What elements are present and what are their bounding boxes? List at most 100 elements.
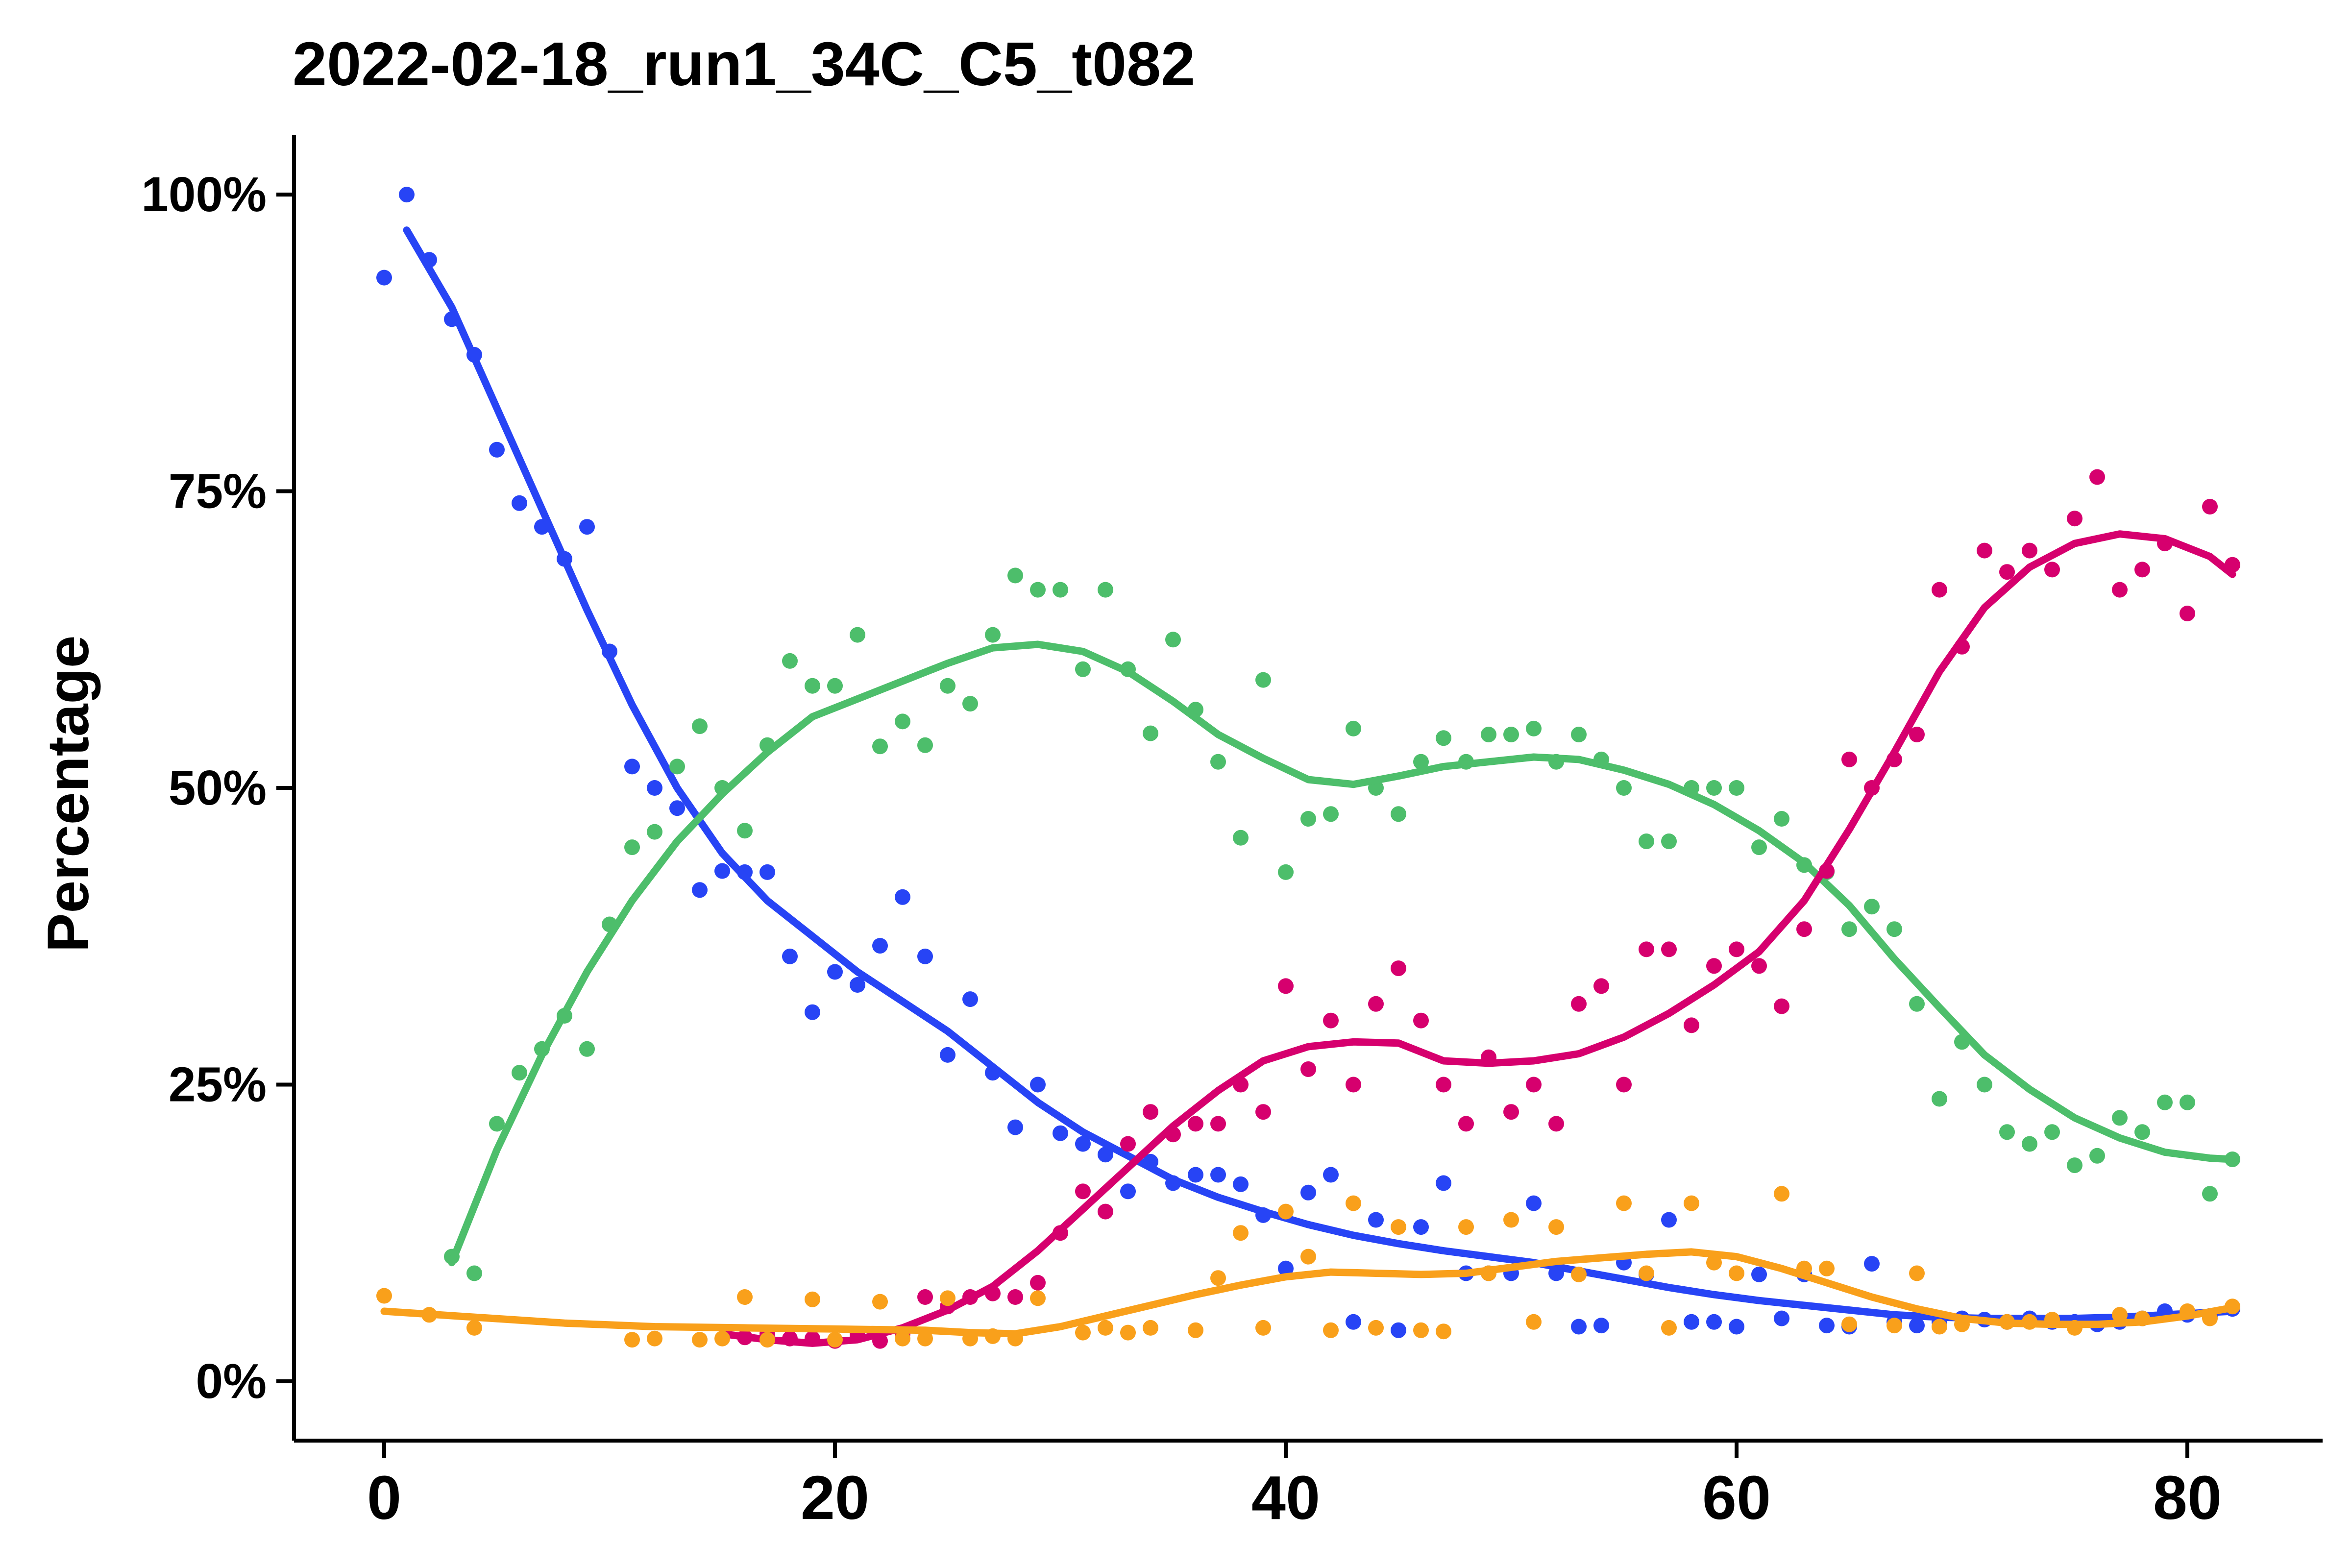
data-point [1458,1116,1474,1132]
data-point [1841,751,1857,767]
data-point [2157,1094,2173,1110]
data-point [1098,1320,1113,1336]
x-tick-label: 0 [367,1463,401,1532]
series-1 [444,567,2240,1281]
y-tick-label: 75% [169,464,267,519]
x-tick-label: 40 [1251,1463,1320,1532]
data-point [1233,1225,1249,1241]
data-point [1007,1289,1023,1305]
data-point [1120,1183,1136,1200]
data-point [1098,1203,1113,1220]
data-point [1413,1012,1429,1029]
series-2 [718,469,2240,1349]
data-point [1661,941,1677,957]
data-point [872,938,888,954]
y-tick-label: 50% [169,760,267,815]
data-point [850,627,865,643]
data-point [1300,1249,1316,1265]
y-tick-label: 0% [196,1354,267,1409]
data-point [1165,632,1181,648]
data-point [1210,754,1226,770]
data-point [1323,806,1339,822]
data-point [2112,582,2128,598]
data-point [1503,727,1519,742]
data-point [1098,582,1113,598]
data-point [1684,1017,1699,1033]
data-point [760,864,775,880]
data-point [1751,839,1767,856]
data-point [1188,1116,1203,1132]
data-point [940,1290,956,1306]
data-point [2067,1157,2082,1174]
data-point [1909,996,1925,1012]
x-tick-label: 20 [801,1463,869,1532]
data-point [1346,1195,1361,1211]
data-point [1909,727,1925,742]
data-point [1796,921,1812,937]
smooth-line [448,640,2236,1267]
data-point [399,187,415,203]
data-point [647,1330,662,1347]
data-point [2134,1124,2150,1140]
data-point [1571,996,1587,1012]
data-point [1300,1184,1316,1200]
data-point [1774,1310,1789,1326]
data-point [489,441,505,458]
data-point [624,1332,640,1348]
data-point [1548,1116,1564,1132]
data-point [1977,542,1992,559]
data-point [1053,1125,1068,1141]
data-point [1886,1318,1902,1334]
data-point [1233,830,1249,846]
data-point [1368,1212,1384,1228]
data-point [1977,1077,1992,1093]
data-point [1346,1077,1361,1093]
data-point [827,964,843,980]
data-point [1729,1319,1744,1335]
data-point [1323,1012,1339,1029]
data-point [1346,720,1361,736]
data-point [1120,1324,1136,1341]
data-point [1684,1314,1699,1330]
smooth-line [403,226,2236,1323]
data-point [1030,1077,1046,1093]
axes: 0% 25% 50% 75% 100% 0 20 40 60 80 [141,135,2323,1532]
data-point [1706,1254,1722,1271]
smooth-line [718,530,2236,1347]
data-point [895,1330,910,1347]
data-point [1075,1324,1091,1341]
data-point [917,1330,933,1347]
data-point [1413,754,1429,770]
data-point [2022,1136,2037,1152]
data-point [1346,1314,1361,1330]
data-point [1323,1322,1339,1338]
data-point [2180,606,2195,621]
data-point [1436,1323,1451,1340]
data-point [1751,958,1767,974]
data-point [917,1289,933,1305]
data-point [1391,1219,1406,1235]
data-point [1909,1265,1925,1281]
data-point [1639,941,1654,957]
data-point [1661,1212,1677,1228]
data-point [1661,1320,1677,1336]
data-point [940,678,956,694]
data-point [1526,1195,1542,1211]
data-point [1030,1290,1046,1306]
data-point [760,1332,775,1348]
data-point [1436,1077,1451,1093]
data-point [1255,672,1271,688]
series-0 [376,187,2240,1338]
data-point [1571,1319,1587,1335]
data-point [805,1004,820,1020]
data-point [624,839,640,856]
data-point [1706,958,1722,974]
series-3 [376,1186,2240,1348]
data-point [1932,1091,1947,1107]
y-axis-label: Percentage [35,636,101,953]
data-point [1030,1274,1046,1291]
data-point [2180,1094,2195,1110]
data-point [1593,978,1609,994]
y-tick-label: 25% [169,1057,267,1112]
data-point [917,948,933,964]
